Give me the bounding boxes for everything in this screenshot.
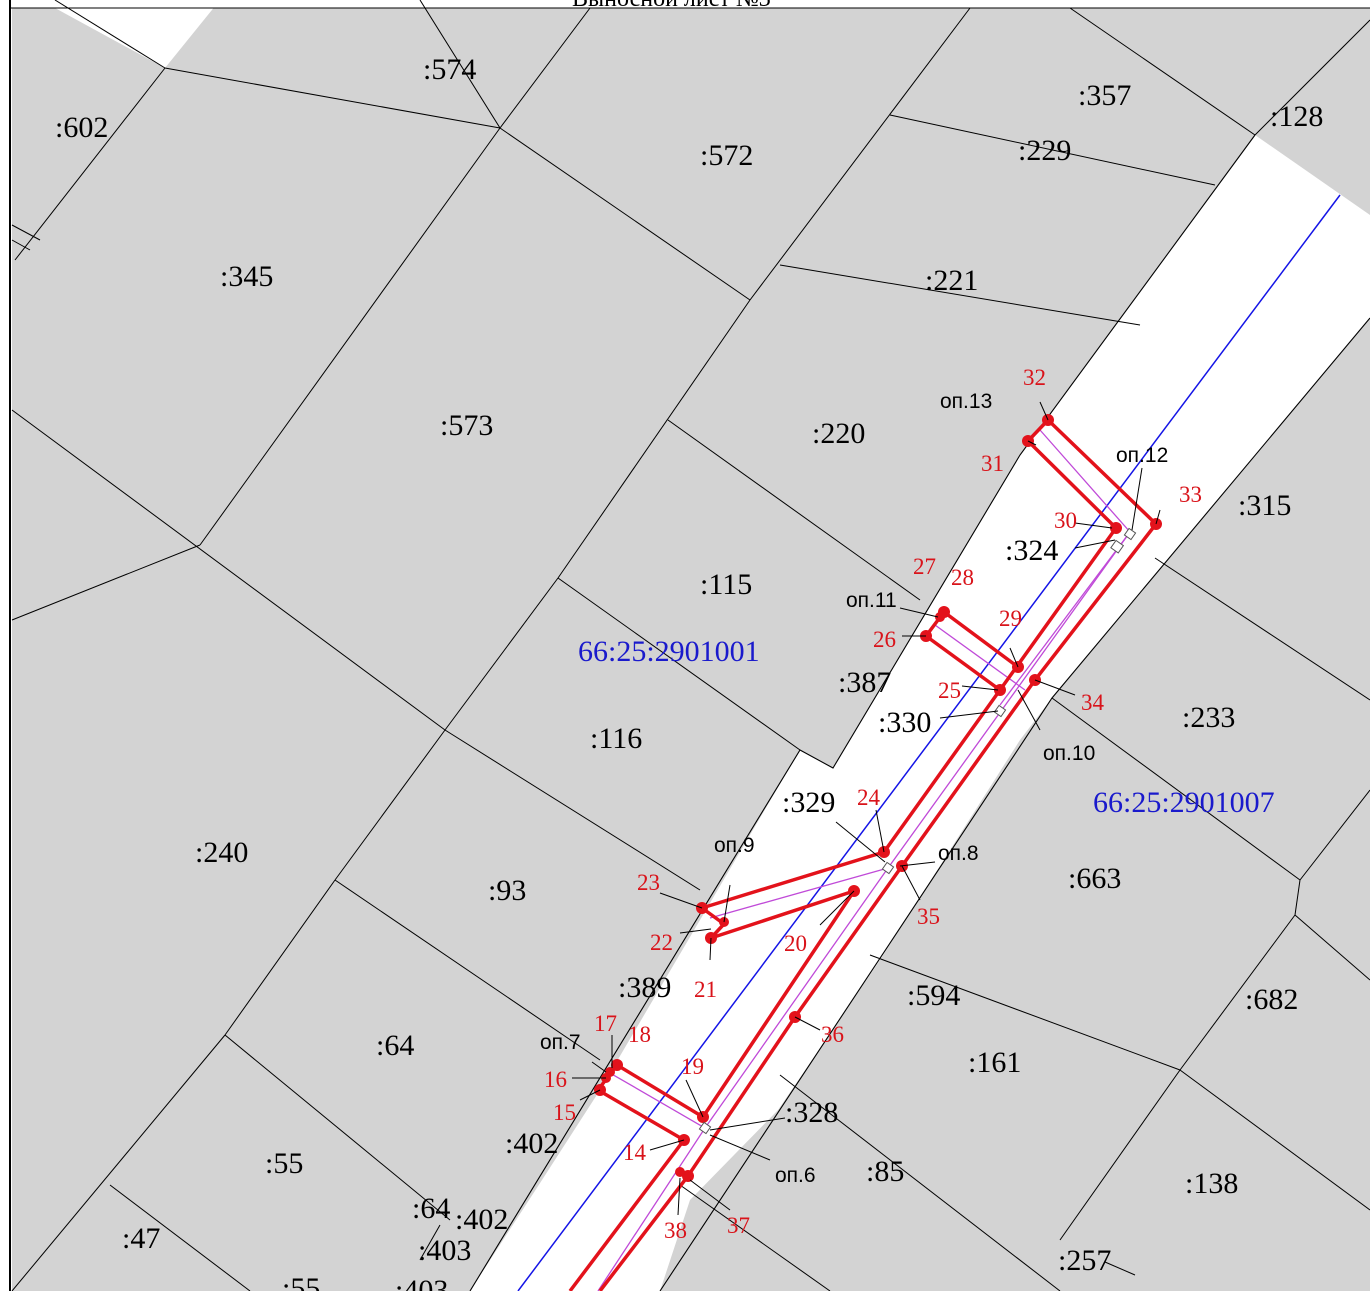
parcel-label: :93 xyxy=(488,874,526,907)
parcel-label: :682 xyxy=(1245,983,1298,1016)
pole-marker xyxy=(881,861,895,875)
pole-labels: оп.6 оп.7 оп.8 оп.9 оп.10 оп.11 оп.12 оп… xyxy=(540,390,1168,1187)
point-label: 25 xyxy=(938,678,961,703)
quarter-label: 66:25:2901007 xyxy=(1093,786,1275,819)
parcel-label: :402 xyxy=(505,1127,558,1160)
point-label: 33 xyxy=(1179,482,1202,507)
parcel-label: :329 xyxy=(782,786,835,819)
parcel-label: :64 xyxy=(412,1192,450,1225)
point-label: 21 xyxy=(694,977,717,1002)
parcel-label: :345 xyxy=(220,260,273,293)
point-label: 20 xyxy=(784,931,807,956)
point-label: 35 xyxy=(917,904,940,929)
parcel-label: :138 xyxy=(1185,1167,1238,1200)
parcel-label: :663 xyxy=(1068,862,1121,895)
point-label: 32 xyxy=(1023,365,1046,390)
pole-marker xyxy=(698,1121,712,1135)
parcel-label: :55 xyxy=(282,1272,320,1291)
point-label: 31 xyxy=(981,451,1004,476)
point-label: 17 xyxy=(594,1011,617,1036)
pole-label: оп.8 xyxy=(938,842,979,865)
point-label: 15 xyxy=(553,1100,576,1125)
point-label: 22 xyxy=(650,930,673,955)
parcel-label: :85 xyxy=(866,1155,904,1188)
pole-label: оп.13 xyxy=(940,390,992,413)
parcel-label: :328 xyxy=(785,1096,838,1129)
parcel-label: :594 xyxy=(907,979,960,1012)
parcel-label: :47 xyxy=(122,1222,160,1255)
pole-label: оп.11 xyxy=(846,589,897,612)
pole-marker xyxy=(993,704,1007,718)
parcel-label: :115 xyxy=(700,568,752,601)
parcel-label: :220 xyxy=(812,417,865,450)
parcel-labels: :602 :574 :572 :357 :229 :128 :345 :221 … xyxy=(55,53,1323,1291)
pole-label: оп.9 xyxy=(714,834,755,857)
point-label: 27 xyxy=(913,554,936,579)
point-label: 18 xyxy=(628,1022,651,1047)
parcel-label: :324 xyxy=(1005,534,1058,567)
parcel-label: :602 xyxy=(55,111,108,144)
point-label: 38 xyxy=(664,1218,687,1243)
parcel-label: :116 xyxy=(590,722,642,755)
contour-point xyxy=(682,1170,694,1182)
parcel-label: :233 xyxy=(1182,701,1235,734)
point-label: 26 xyxy=(873,627,896,652)
parcel-label: :403 xyxy=(395,1274,448,1291)
contour-point xyxy=(605,1067,615,1077)
point-label: 23 xyxy=(637,870,660,895)
point-label: 28 xyxy=(951,565,974,590)
contour-point xyxy=(611,1059,623,1071)
parcel-label: :128 xyxy=(1270,100,1323,133)
parcel-label: :572 xyxy=(700,139,753,172)
parcel-label: :55 xyxy=(265,1147,303,1180)
point-label: 29 xyxy=(999,606,1022,631)
point-label: 14 xyxy=(623,1140,647,1165)
parcel-label: :357 xyxy=(1078,79,1131,112)
parcel-boundaries xyxy=(11,0,1370,1291)
parcel-label: :403 xyxy=(418,1234,471,1267)
unmapped-area-top-left xyxy=(12,0,220,68)
point-label: 37 xyxy=(727,1213,750,1238)
parcel-label: :402 xyxy=(455,1203,508,1236)
parcel-label: :573 xyxy=(440,409,493,442)
point-label: 16 xyxy=(544,1067,567,1092)
pole-marker xyxy=(1110,539,1125,554)
point-label: 34 xyxy=(1081,690,1105,715)
pole-markers xyxy=(698,527,1137,1135)
contour-point xyxy=(1110,522,1122,534)
parcel-label: :240 xyxy=(195,836,248,869)
road-corridor xyxy=(470,135,1370,1291)
leader-lines xyxy=(419,401,1161,1276)
contour-point xyxy=(938,606,950,618)
pole-label: оп.12 xyxy=(1116,444,1168,467)
pole-label: оп.6 xyxy=(775,1164,816,1187)
pole-label: оп.7 xyxy=(540,1031,581,1054)
contour-point xyxy=(994,684,1006,696)
contour-point xyxy=(675,1167,685,1177)
point-label: 30 xyxy=(1054,508,1077,533)
point-label: 24 xyxy=(857,785,881,810)
quarter-label: 66:25:2901001 xyxy=(578,635,760,668)
parcel-label: :387 xyxy=(838,666,891,699)
point-labels: 14 15 16 17 18 19 20 21 22 23 24 25 26 2… xyxy=(544,365,1202,1243)
parcel-label: :389 xyxy=(618,971,671,1004)
point-label: 19 xyxy=(681,1054,704,1079)
road-edges xyxy=(469,134,1370,1291)
parcel-label: :221 xyxy=(925,264,978,297)
parcel-label: :64 xyxy=(376,1029,414,1062)
pole-marker xyxy=(1123,527,1137,541)
parcel-label: :257 xyxy=(1058,1244,1111,1277)
parcel-label: :161 xyxy=(968,1046,1021,1079)
parcel-label: :330 xyxy=(878,706,931,739)
sheet-title: Выносной лист №3 xyxy=(572,0,771,12)
parcel-label: :315 xyxy=(1238,489,1291,522)
parcel-label: :229 xyxy=(1018,134,1071,167)
pole-label: оп.10 xyxy=(1043,742,1095,765)
point-label: 36 xyxy=(821,1022,844,1047)
parcel-label: :574 xyxy=(423,53,476,86)
quarter-boundary-line xyxy=(517,194,1341,1291)
